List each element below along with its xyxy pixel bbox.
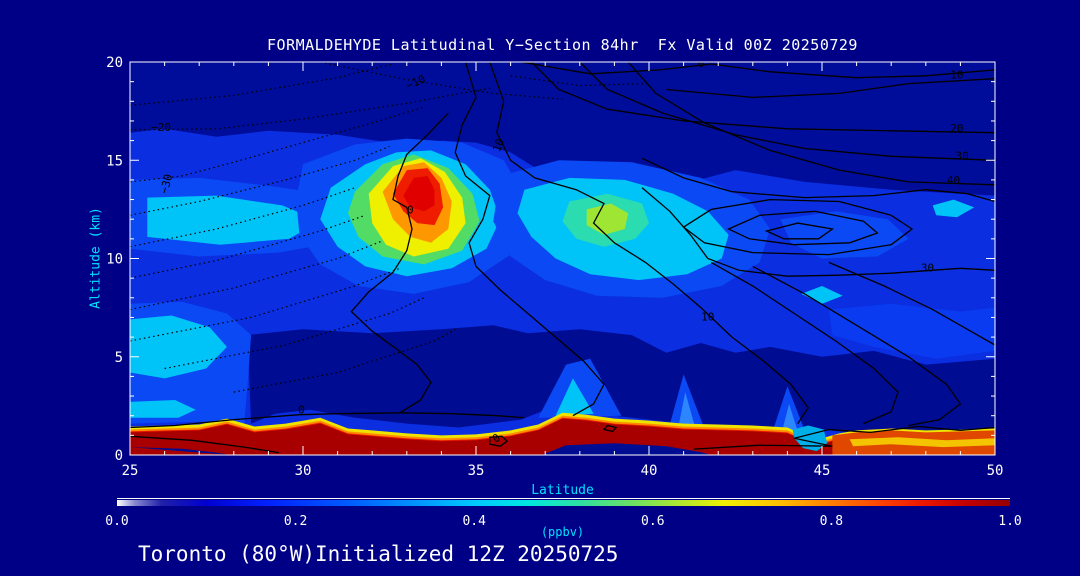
contour-line xyxy=(520,62,995,79)
field-polygon xyxy=(828,303,995,359)
x-tick-label: 30 xyxy=(295,463,312,479)
contour-label: 0 xyxy=(698,57,705,70)
contour-line xyxy=(710,261,899,425)
contour-label: 0 xyxy=(407,203,414,216)
colorbar-tick-label: 0.2 xyxy=(284,514,307,529)
contour-line xyxy=(130,106,425,183)
contour-label: 10 xyxy=(950,69,963,82)
contour-label: 40 xyxy=(947,174,960,187)
y-tick-label: 20 xyxy=(106,55,123,71)
contour-line xyxy=(579,62,995,161)
contour-line xyxy=(130,214,366,279)
contour-line xyxy=(454,62,605,417)
field-polygon xyxy=(147,195,321,245)
contour-line xyxy=(130,63,394,106)
field-polygon xyxy=(541,443,712,455)
contour-line xyxy=(727,210,879,246)
field-polygon xyxy=(247,325,995,434)
contour-line xyxy=(130,267,401,342)
contour-label: 10 xyxy=(490,137,507,154)
colorbar-tick-label: 0.0 xyxy=(105,514,128,529)
field-polygon xyxy=(130,400,196,418)
contour-line xyxy=(666,78,995,99)
contour-line xyxy=(320,62,563,100)
contour-line xyxy=(530,62,995,134)
contour-line xyxy=(693,425,995,450)
footer-run-info: Toronto (80°W)Initialized 12Z 20250725 xyxy=(138,542,619,566)
x-tick-label: 45 xyxy=(814,463,831,479)
x-axis-title: Latitude xyxy=(531,483,594,498)
contour-line xyxy=(489,435,509,447)
field-polygon xyxy=(801,286,843,304)
contour-label: 10 xyxy=(701,310,714,323)
field-polygon xyxy=(538,358,622,418)
contour-line xyxy=(130,240,383,311)
axis-ticks xyxy=(129,61,996,456)
contour-line xyxy=(399,412,525,419)
field-polygon xyxy=(403,176,435,212)
colorbar-tick-label: 0.4 xyxy=(462,514,486,529)
contour-line xyxy=(641,157,995,203)
field-polygon xyxy=(130,447,231,455)
x-tick-label: 35 xyxy=(468,463,485,479)
chart-title: FORMALDEHYDE Latitudinal Y−Section 84hr … xyxy=(267,36,858,54)
contour-line xyxy=(164,297,425,370)
x-tick-label: 40 xyxy=(641,463,658,479)
contour-line xyxy=(752,265,962,427)
colorbar-units-label: (ppbv) xyxy=(540,525,585,539)
y-tick-label: 10 xyxy=(106,252,123,268)
contour-line xyxy=(130,112,449,429)
field-polygon xyxy=(555,378,594,416)
y-axis-title: Altitude (km) xyxy=(88,207,104,309)
colorbar-tick-label: 0.8 xyxy=(820,514,843,529)
field-polygon xyxy=(932,199,975,218)
contour-label: 30 xyxy=(955,149,968,162)
x-tick-label: 50 xyxy=(987,463,1004,479)
x-tick-label: 25 xyxy=(122,463,139,479)
contour-line xyxy=(602,424,618,433)
y-tick-label: 5 xyxy=(115,350,123,366)
contour-label: 0 xyxy=(298,404,305,417)
contour-line xyxy=(641,187,995,277)
field-polygon xyxy=(130,62,995,196)
colorbar-tick-label: 1.0 xyxy=(998,514,1021,529)
y-tick-label: 0 xyxy=(115,448,123,464)
contour-line xyxy=(130,435,279,454)
contour-line xyxy=(130,86,494,131)
contour-line xyxy=(682,198,914,256)
contour-label: −30 xyxy=(158,173,176,196)
contour-line xyxy=(828,261,995,346)
field-polygon xyxy=(849,437,995,448)
contour-line xyxy=(233,328,456,393)
field-polygon xyxy=(130,315,227,379)
y-tick-label: 15 xyxy=(106,153,123,169)
contour-line xyxy=(489,62,809,424)
colorbar-tick-label: 0.6 xyxy=(641,514,664,529)
contour-label: 30 xyxy=(921,261,934,274)
contour-line xyxy=(627,62,995,186)
contour-line xyxy=(130,145,390,216)
contour-label: −20 xyxy=(151,121,171,134)
colorbar-gradient xyxy=(117,500,1010,506)
contour-label: 20 xyxy=(950,122,963,135)
contour-line xyxy=(764,222,835,240)
